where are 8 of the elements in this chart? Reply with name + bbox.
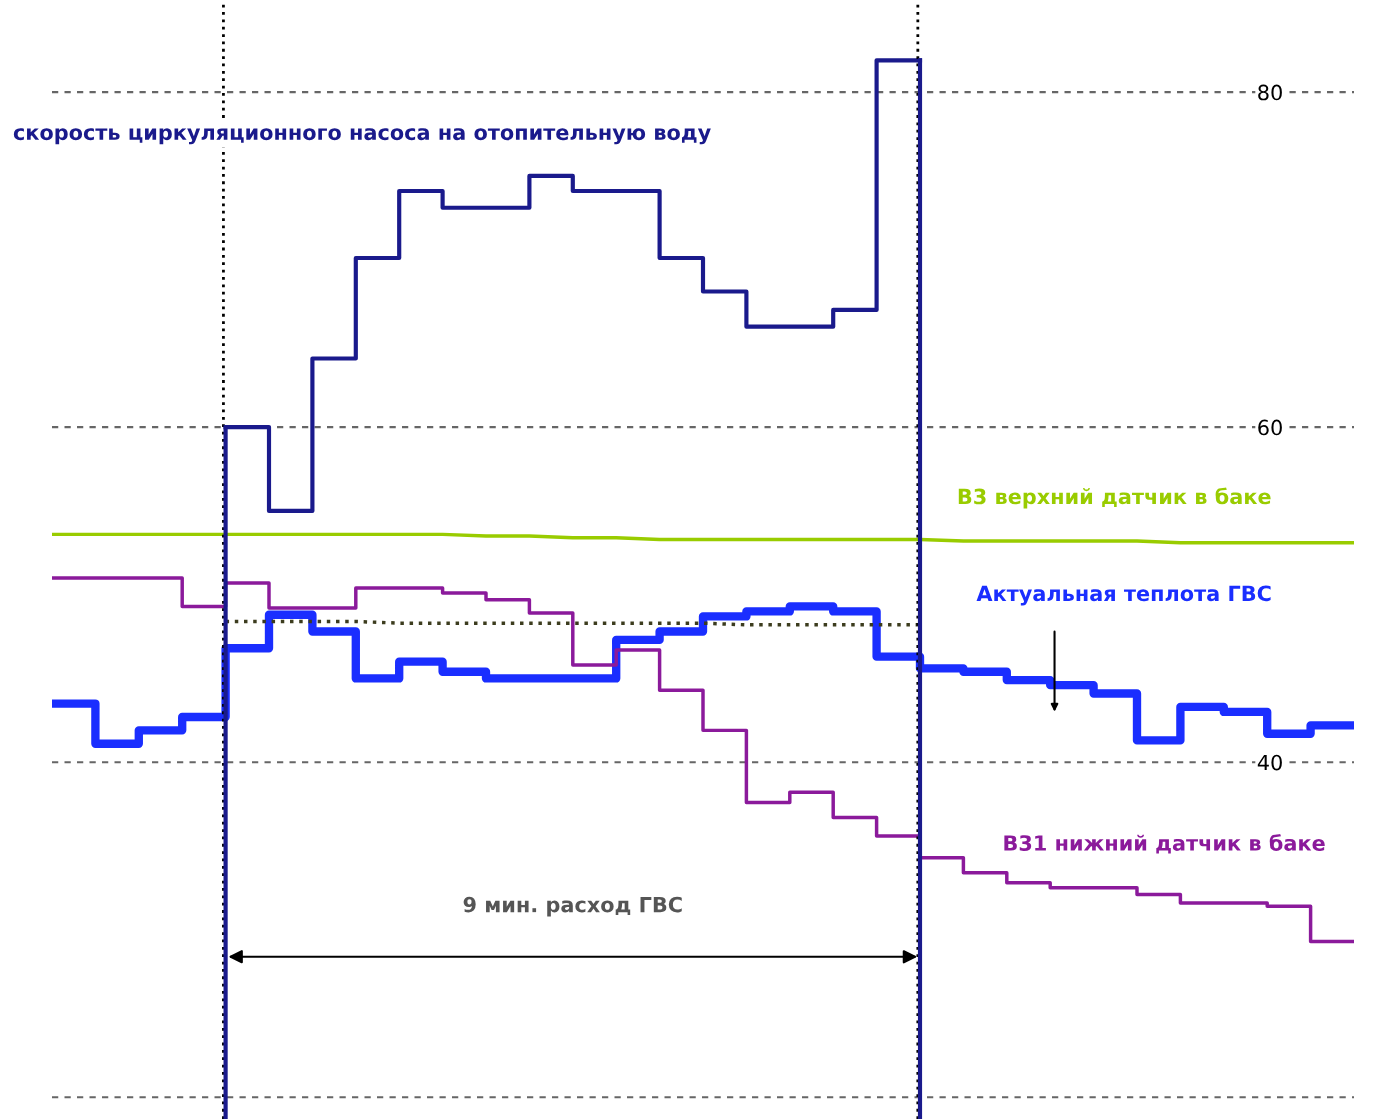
text: скорость циркуляционного насоса на отопительную воду xyxy=(13,128,711,145)
y-tick-label: 60 xyxy=(1258,419,1282,436)
y-tick-label: 80 xyxy=(1258,84,1282,101)
annotation: 9 мин. расход ГВС xyxy=(463,896,682,917)
y-tick-label: 40 xyxy=(1257,754,1282,771)
series-label: B31 нижний датчик в баке xyxy=(1004,834,1325,854)
series-label: B3 верхний датчик в баке xyxy=(958,487,1271,509)
text: Актуальная теплота ГВС xyxy=(976,585,1271,606)
